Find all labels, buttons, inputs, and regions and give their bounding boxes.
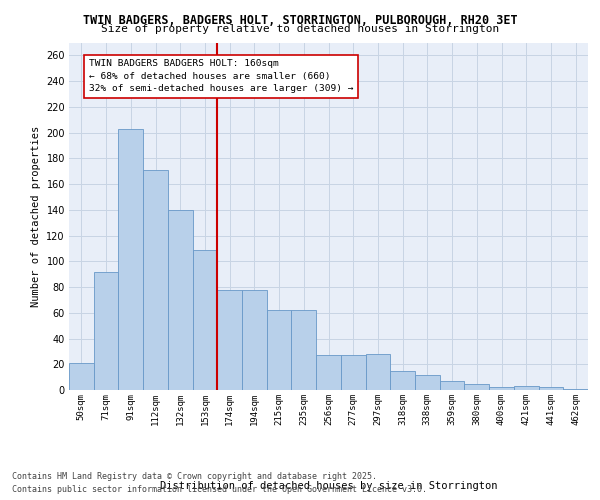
Bar <box>563 388 588 390</box>
Bar <box>217 290 242 390</box>
Bar <box>539 388 563 390</box>
Bar <box>168 210 193 390</box>
Text: TWIN BADGERS, BADGERS HOLT, STORRINGTON, PULBOROUGH, RH20 3ET: TWIN BADGERS, BADGERS HOLT, STORRINGTON,… <box>83 14 517 27</box>
Bar <box>267 310 292 390</box>
Bar <box>69 363 94 390</box>
Bar <box>193 250 217 390</box>
Bar <box>514 386 539 390</box>
Bar <box>489 388 514 390</box>
Text: Contains public sector information licensed under the Open Government Licence v3: Contains public sector information licen… <box>12 485 427 494</box>
Text: Size of property relative to detached houses in Storrington: Size of property relative to detached ho… <box>101 24 499 34</box>
Bar <box>415 374 440 390</box>
X-axis label: Distribution of detached houses by size in Storrington: Distribution of detached houses by size … <box>160 480 497 490</box>
Bar <box>440 381 464 390</box>
Bar <box>292 310 316 390</box>
Text: TWIN BADGERS BADGERS HOLT: 160sqm
← 68% of detached houses are smaller (660)
32%: TWIN BADGERS BADGERS HOLT: 160sqm ← 68% … <box>89 59 353 93</box>
Text: Contains HM Land Registry data © Crown copyright and database right 2025.: Contains HM Land Registry data © Crown c… <box>12 472 377 481</box>
Bar <box>143 170 168 390</box>
Bar <box>464 384 489 390</box>
Bar <box>341 355 365 390</box>
Bar <box>94 272 118 390</box>
Y-axis label: Number of detached properties: Number of detached properties <box>31 126 41 307</box>
Bar <box>118 128 143 390</box>
Bar <box>390 370 415 390</box>
Bar <box>242 290 267 390</box>
Bar <box>316 355 341 390</box>
Bar <box>365 354 390 390</box>
